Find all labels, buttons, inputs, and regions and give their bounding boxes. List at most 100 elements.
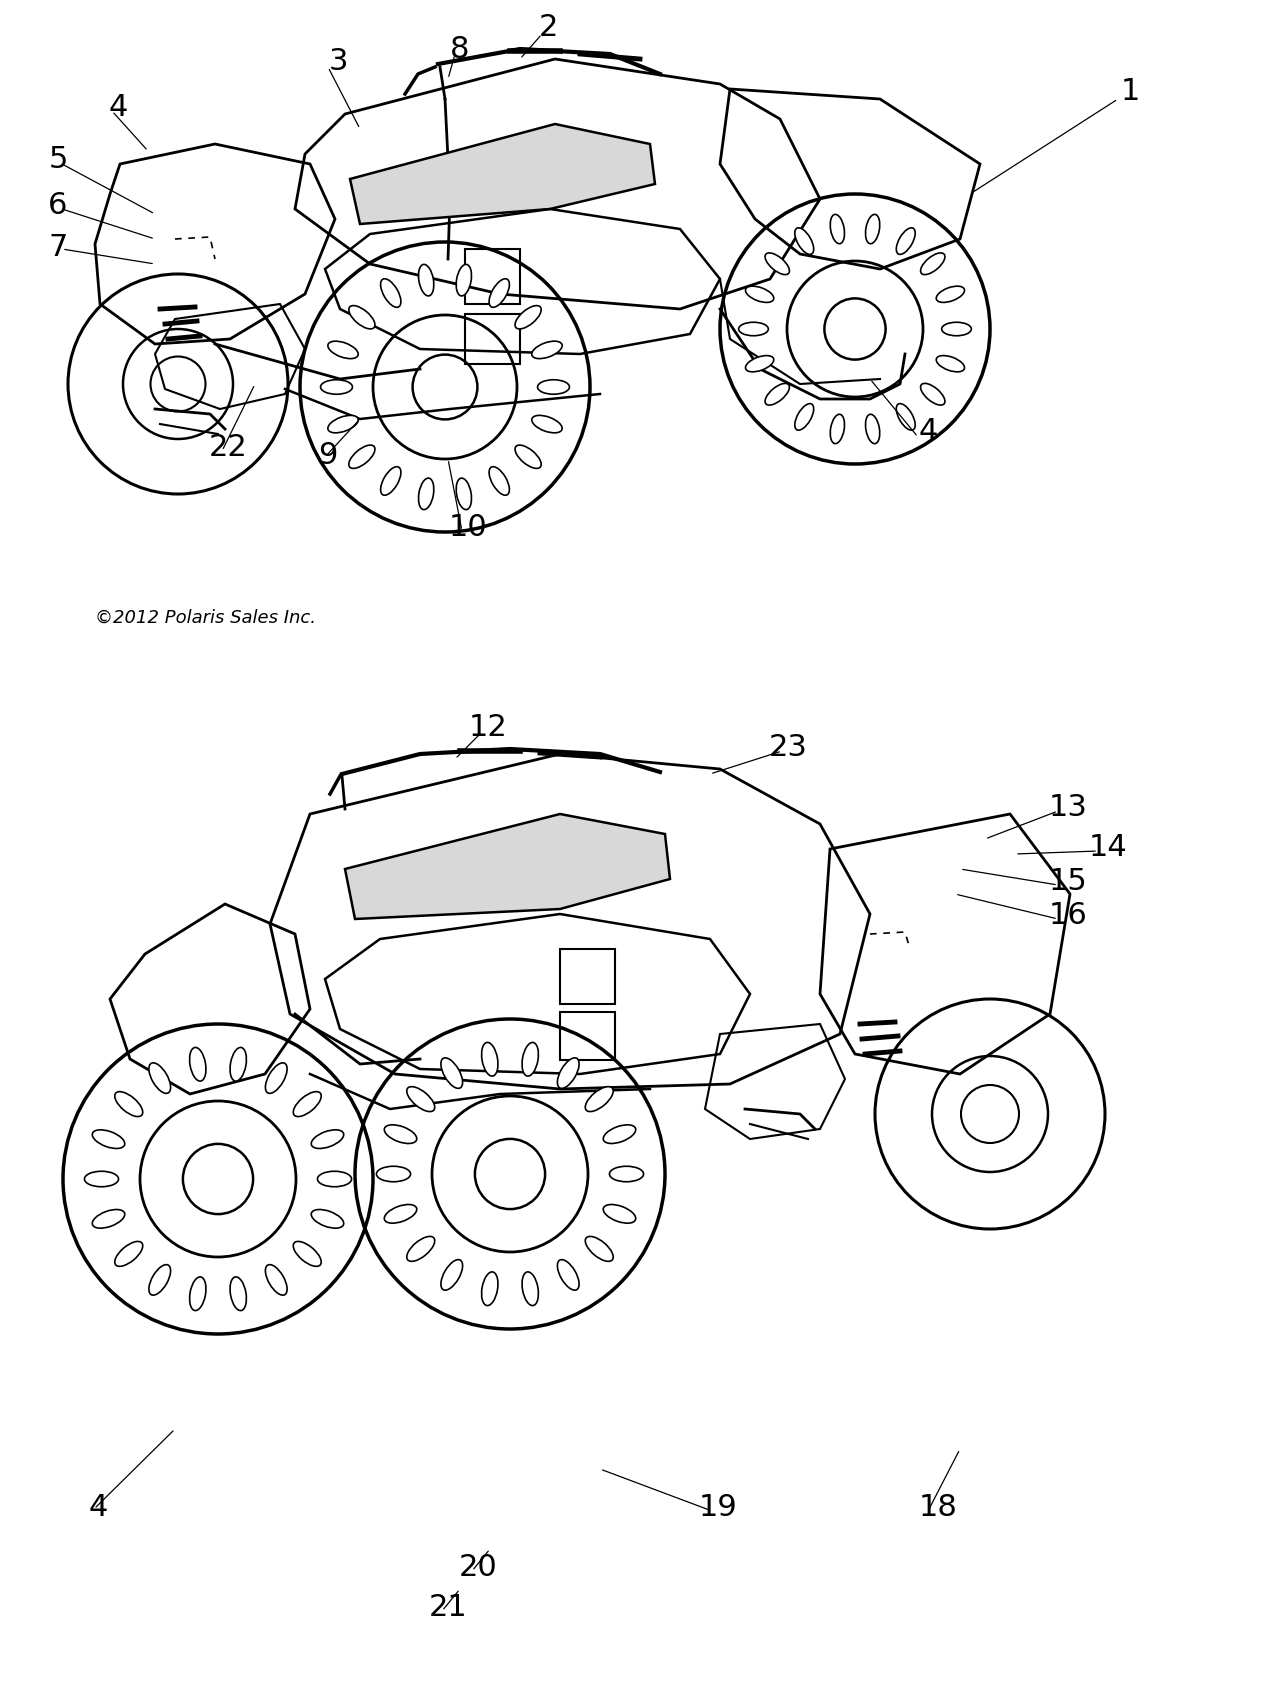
Ellipse shape — [92, 1130, 125, 1149]
Ellipse shape — [311, 1130, 344, 1149]
Ellipse shape — [381, 279, 400, 308]
Ellipse shape — [830, 415, 844, 444]
Text: 18: 18 — [918, 1492, 958, 1522]
Ellipse shape — [376, 1167, 411, 1182]
Ellipse shape — [830, 215, 844, 244]
Ellipse shape — [482, 1043, 499, 1076]
Ellipse shape — [190, 1048, 207, 1082]
Text: 1: 1 — [1121, 77, 1140, 106]
Ellipse shape — [328, 415, 358, 434]
Ellipse shape — [381, 468, 400, 496]
Ellipse shape — [407, 1087, 435, 1112]
Ellipse shape — [482, 1272, 499, 1305]
Ellipse shape — [311, 1209, 344, 1228]
Ellipse shape — [515, 446, 541, 469]
Text: 2: 2 — [538, 13, 557, 42]
Ellipse shape — [441, 1260, 463, 1290]
Ellipse shape — [866, 415, 880, 444]
Ellipse shape — [557, 1260, 579, 1290]
Ellipse shape — [92, 1209, 125, 1228]
Bar — [465, 251, 520, 304]
Ellipse shape — [746, 357, 774, 373]
Ellipse shape — [418, 479, 434, 510]
Ellipse shape — [746, 288, 774, 303]
Text: 4: 4 — [108, 94, 128, 123]
Ellipse shape — [456, 479, 472, 510]
Polygon shape — [346, 814, 669, 920]
Text: 10: 10 — [449, 513, 487, 542]
Ellipse shape — [490, 468, 510, 496]
Ellipse shape — [866, 215, 880, 244]
Ellipse shape — [190, 1277, 207, 1310]
Ellipse shape — [765, 383, 789, 405]
Bar — [560, 949, 615, 1004]
Text: 14: 14 — [1089, 833, 1127, 861]
Ellipse shape — [794, 404, 813, 431]
Ellipse shape — [265, 1265, 287, 1295]
Text: 3: 3 — [328, 47, 348, 76]
Ellipse shape — [328, 341, 358, 360]
Text: 16: 16 — [1048, 902, 1088, 930]
Ellipse shape — [293, 1241, 321, 1267]
Ellipse shape — [230, 1277, 246, 1310]
Text: 7: 7 — [48, 234, 68, 262]
Ellipse shape — [557, 1058, 579, 1088]
Text: 5: 5 — [48, 145, 68, 175]
Ellipse shape — [936, 357, 964, 373]
Ellipse shape — [609, 1167, 644, 1182]
Bar — [465, 315, 520, 365]
Ellipse shape — [349, 446, 375, 469]
Ellipse shape — [896, 229, 915, 256]
Ellipse shape — [149, 1063, 171, 1093]
Text: ©2012 Polaris Sales Inc.: ©2012 Polaris Sales Inc. — [96, 609, 316, 627]
Ellipse shape — [585, 1236, 613, 1262]
Text: 15: 15 — [1048, 866, 1088, 897]
Bar — [560, 1013, 615, 1060]
Ellipse shape — [317, 1172, 352, 1187]
Ellipse shape — [603, 1125, 636, 1144]
Ellipse shape — [490, 279, 510, 308]
Ellipse shape — [765, 254, 789, 276]
Ellipse shape — [320, 380, 352, 395]
Ellipse shape — [384, 1204, 417, 1223]
Text: 6: 6 — [48, 190, 68, 219]
Ellipse shape — [265, 1063, 287, 1093]
Ellipse shape — [230, 1048, 246, 1082]
Ellipse shape — [84, 1172, 119, 1187]
Ellipse shape — [921, 254, 945, 276]
Text: 22: 22 — [209, 434, 247, 463]
Text: 12: 12 — [469, 713, 507, 742]
Ellipse shape — [532, 415, 562, 434]
Ellipse shape — [921, 383, 945, 405]
Polygon shape — [351, 124, 655, 225]
Ellipse shape — [738, 323, 769, 336]
Ellipse shape — [456, 266, 472, 296]
Ellipse shape — [521, 1043, 538, 1076]
Ellipse shape — [115, 1241, 143, 1267]
Ellipse shape — [942, 323, 972, 336]
Text: 4: 4 — [88, 1492, 107, 1522]
Ellipse shape — [515, 306, 541, 330]
Ellipse shape — [603, 1204, 636, 1223]
Ellipse shape — [538, 380, 570, 395]
Ellipse shape — [585, 1087, 613, 1112]
Ellipse shape — [441, 1058, 463, 1088]
Ellipse shape — [407, 1236, 435, 1262]
Ellipse shape — [418, 266, 434, 296]
Ellipse shape — [115, 1092, 143, 1117]
Text: 4: 4 — [918, 417, 937, 446]
Ellipse shape — [349, 306, 375, 330]
Ellipse shape — [936, 288, 964, 303]
Text: 9: 9 — [319, 441, 338, 469]
Text: 8: 8 — [450, 35, 469, 64]
Ellipse shape — [521, 1272, 538, 1305]
Ellipse shape — [384, 1125, 417, 1144]
Ellipse shape — [149, 1265, 171, 1295]
Text: 23: 23 — [769, 733, 807, 762]
Text: 19: 19 — [699, 1492, 737, 1522]
Text: 20: 20 — [459, 1552, 497, 1581]
Text: 21: 21 — [428, 1593, 468, 1621]
Ellipse shape — [896, 404, 915, 431]
Text: 13: 13 — [1048, 792, 1088, 822]
Ellipse shape — [532, 341, 562, 360]
